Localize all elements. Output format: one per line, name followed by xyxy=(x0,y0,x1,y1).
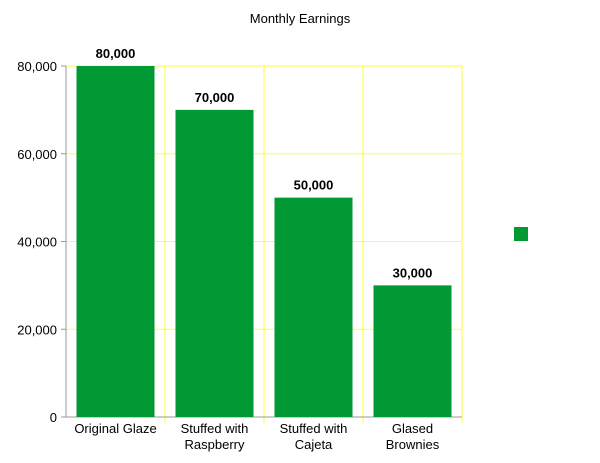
category-label: Glased xyxy=(392,421,433,436)
bar xyxy=(175,109,254,417)
category-label: Cajeta xyxy=(295,437,333,452)
legend xyxy=(514,227,528,241)
data-label: 30,000 xyxy=(393,265,433,280)
legend-swatch xyxy=(514,227,528,241)
bar xyxy=(274,197,353,417)
y-tick-label: 60,000 xyxy=(17,147,57,162)
bar xyxy=(76,66,155,417)
category-label: Stuffed with xyxy=(181,421,249,436)
chart-title: Monthly Earnings xyxy=(250,11,351,26)
category-label: Stuffed with xyxy=(280,421,348,436)
y-axis-tick-labels: 0 20,000 40,000 60,000 80,000 xyxy=(17,59,57,425)
y-tick-label: 40,000 xyxy=(17,235,57,250)
bars xyxy=(76,66,452,417)
y-tick-label: 80,000 xyxy=(17,59,57,74)
data-label: 80,000 xyxy=(96,46,136,61)
category-label: Original Glaze xyxy=(74,421,156,436)
category-label: Brownies xyxy=(386,437,440,452)
x-axis-category-labels: Original Glaze Stuffed withRaspberryStuff… xyxy=(74,421,439,452)
data-label: 70,000 xyxy=(195,90,235,105)
data-labels: 80,000 70,000 50,000 30,000 xyxy=(96,46,433,280)
data-label: 50,000 xyxy=(294,178,334,193)
y-tick-label: 0 xyxy=(50,410,57,425)
category-label: Raspberry xyxy=(185,437,245,452)
y-tick-label: 20,000 xyxy=(17,322,57,337)
bar xyxy=(373,285,452,417)
